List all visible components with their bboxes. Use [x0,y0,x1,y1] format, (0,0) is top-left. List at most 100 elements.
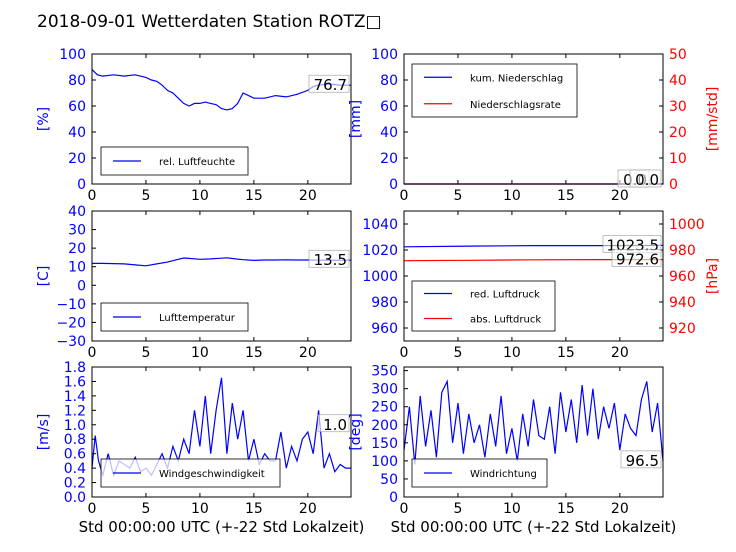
y-tick-label-right: 20 [669,125,687,141]
y-tick-label: 1.2 [64,403,86,419]
end-value-box [308,249,350,268]
y-tick-label: 40 [68,204,86,220]
y-tick-label: 40 [380,125,398,141]
y-tick-label: 300 [371,382,398,398]
end-value-box [620,450,662,469]
axes-frame-precipitation [403,53,664,185]
panel-pressure: 0 5 10 15 20 960 980 1000 1020 1040 920 940 960 980 10… [362,210,721,361]
y-axis-label: [deg] [348,413,364,450]
y-tick-label: 0.4 [64,461,86,477]
y-axis-label: [m/s] [36,414,52,451]
y-tick-label: 20 [68,151,86,167]
x-tick-label: 20 [299,501,317,517]
end-value-box [611,249,662,267]
legend-label: red. Luftdruck [470,290,540,301]
x-tick-label: 10 [503,345,521,361]
x-tick-label: 20 [299,345,317,361]
x-tick-label: 20 [611,188,629,204]
x-tick-label: 5 [453,188,462,204]
legend-label: Niederschlagsrate [470,100,561,111]
x-tick-label: 5 [141,345,150,361]
x-tick-label: 5 [453,501,462,517]
end-value-box [629,169,662,188]
legend-precipitation: kum. Niederschlag Niederschlagsrate [411,63,578,118]
x-tick-label: 0 [400,188,409,204]
x-tick-label: 20 [611,345,629,361]
series-line-wind_direction-0 [403,379,664,465]
x-tick-label: 10 [503,501,521,517]
panel-humidity: 0 5 10 15 20 0 20 40 60 80 100 [%] rel. Luftfeuchte 7… [36,47,352,204]
legend-label: abs. Luftdruck [470,315,541,326]
legend-wind_direction: Windrichtung [411,458,548,488]
y-tick-label-right: 40 [669,73,687,89]
series-line-temperature-0 [92,257,351,267]
figure-title: 2018-09-01 Wetterdaten Station ROTZ□ [37,12,382,32]
series-line-humidity-0 [91,69,351,111]
y-tick-label-right: 0 [669,177,678,193]
x-tick-label: 10 [191,345,209,361]
x-tick-label: 10 [191,501,209,517]
legend-label: Windrichtung [470,469,537,480]
y-tick-label-right: 940 [669,295,696,311]
x-tick-label: 15 [557,345,575,361]
x-tick-label: 15 [557,501,575,517]
y-tick-label: 0 [77,177,86,193]
x-tick-label: 0 [400,345,409,361]
y-tick-label: 0.0 [64,490,86,506]
y-tick-label: 0 [389,490,398,506]
y-tick-label-right: 10 [669,151,687,167]
legend-wind_speed: Windgeschwindigkeit [100,458,281,488]
panel-precipitation: 0 5 10 15 20 0 20 40 60 80 100 0 10 20 30 40 50 [mm] [mm/s… [348,47,721,204]
y-tick-label: 350 [371,364,398,380]
panel-temperature: 0 5 10 15 20 −30 −20 −10 0 10 20 30 40 [C] Lufttempera… [36,204,352,361]
y-tick-label-right: 980 [669,243,696,259]
x-tick-label: 10 [503,188,521,204]
legend-humidity: rel. Luftfeuchte [100,146,249,176]
y-tick-label: 980 [371,295,398,311]
y-tick-label: 1000 [362,269,398,285]
y-tick-label: 150 [371,436,398,452]
axes-frame-wind_speed [91,366,352,498]
y-tick-label: 20 [380,151,398,167]
legend-box [411,280,556,332]
end-value-box [308,74,350,93]
y-tick-label: 1.6 [64,374,86,390]
y-axis-label: [%] [36,107,52,131]
y-tick-label-right: 50 [669,47,687,63]
legend-label: kum. Niederschlag [470,73,563,84]
y-tick-label: 100 [371,47,398,63]
y-tick-label-right: 960 [669,269,696,285]
y-tick-label-right: 920 [669,321,696,337]
y-tick-label: 80 [68,73,86,89]
x-tick-label: 15 [245,188,263,204]
y-tick-label: 1.0 [64,418,86,434]
y-tick-label: 100 [59,47,86,63]
x-tick-label: 15 [245,345,263,361]
axes-frame-wind_direction [403,366,664,498]
axes-frame-temperature [91,210,352,342]
x-tick-label: 5 [141,501,150,517]
y-tick-label: 80 [380,73,398,89]
y-tick-label: 10 [68,260,86,276]
y-axis-label: [C] [36,266,52,287]
end-value-label: 13.5 [314,251,347,269]
x-tick-label: 20 [611,501,629,517]
end-value-label: 1.0 [323,416,347,434]
x-axis-label: Std 00:00:00 UTC (+-22 Std Lokalzeit) [391,518,677,536]
y-axis-label-right: [mm/std] [705,87,721,152]
y-tick-label: 1020 [362,243,398,259]
legend-box [411,63,578,118]
y-tick-label: 0 [389,177,398,193]
x-tick-label: 0 [400,501,409,517]
y-tick-label: 60 [68,99,86,115]
y-tick-label: 0.2 [64,476,86,492]
y-tick-label: −20 [56,315,86,331]
x-tick-label: 0 [88,501,97,517]
y-tick-label: −10 [56,297,86,313]
y-tick-label: −30 [56,334,86,350]
end-value-box [317,414,350,433]
y-axis-label-right: [hPa] [705,258,721,294]
legend-label: rel. Luftfeuchte [159,157,235,168]
